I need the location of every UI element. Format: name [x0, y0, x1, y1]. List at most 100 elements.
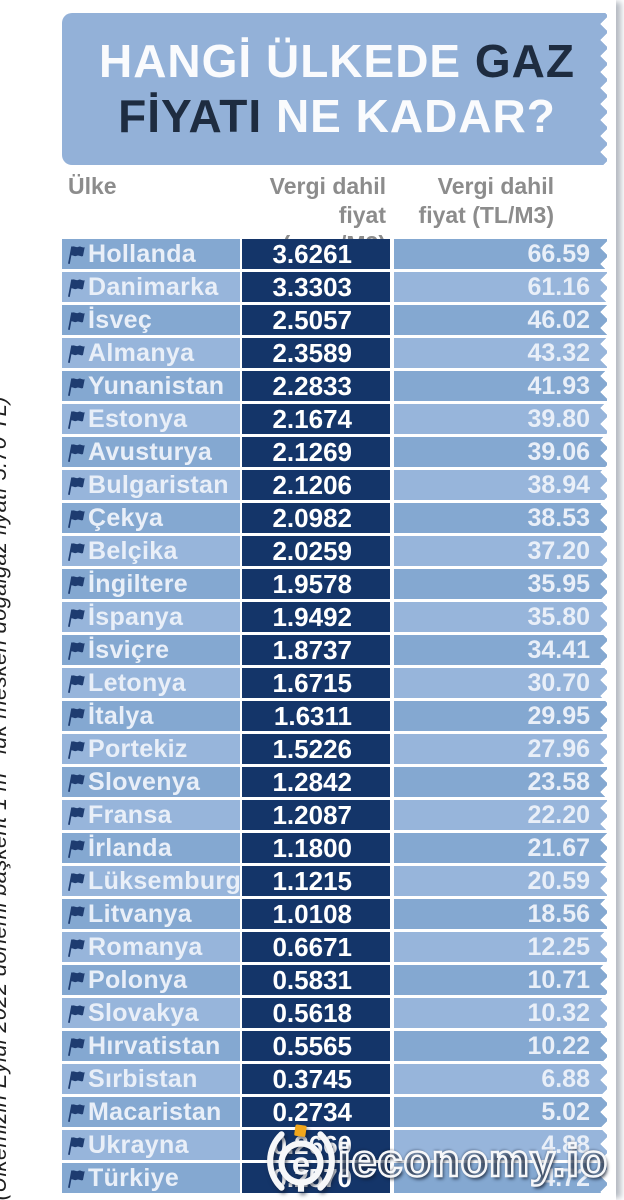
flag-icon	[68, 1136, 85, 1155]
country-cell: Lüksemburg	[62, 866, 240, 896]
flag-icon	[68, 1169, 85, 1188]
table-row: İsviçre 1.8737 34.41	[62, 635, 612, 665]
euro-price-cell: 2.0259	[242, 536, 390, 566]
flag-icon	[68, 608, 85, 627]
table-row: Belçika 2.0259 37.20	[62, 536, 612, 566]
euro-price-cell: 1.8737	[242, 635, 390, 665]
country-name: Ukrayna	[88, 1130, 189, 1159]
country-name: Romanya	[88, 932, 203, 961]
country-name: Türkiye	[88, 1163, 180, 1192]
country-name: İngiltere	[88, 569, 188, 598]
table-row: İspanya 1.9492 35.80	[62, 602, 612, 632]
euro-price-cell: 2.0982	[242, 503, 390, 533]
tl-price-cell: 22.20	[394, 800, 612, 830]
tl-price-cell: 30.70	[394, 668, 612, 698]
country-cell: Türkiye	[62, 1163, 240, 1193]
euro-price-cell: 1.1800	[242, 833, 390, 863]
table-row: Sırbistan 0.3745 6.88	[62, 1064, 612, 1094]
country-cell: Slovenya	[62, 767, 240, 797]
country-cell: Yunanistan	[62, 371, 240, 401]
tl-price-cell: 39.80	[394, 404, 612, 434]
tl-price-cell: 4.72	[394, 1163, 612, 1193]
country-cell: Çekya	[62, 503, 240, 533]
table-row: Yunanistan 2.2833 41.93	[62, 371, 612, 401]
side-note-text-tail: 'lük mesken doğalgaz fiyatı 5.70 TL)	[0, 395, 11, 759]
table-row: İrlanda 1.1800 21.67	[62, 833, 612, 863]
country-name: İsviçre	[88, 635, 170, 664]
country-cell: İsviçre	[62, 635, 240, 665]
country-cell: Litvanya	[62, 899, 240, 929]
country-cell: İspanya	[62, 602, 240, 632]
country-name: İspanya	[88, 602, 184, 631]
watermark: e ieconomy.io	[260, 1120, 624, 1200]
title-part-white-2: NE KADAR?	[275, 90, 556, 142]
flag-icon	[68, 410, 85, 429]
country-cell: Letonya	[62, 668, 240, 698]
table-row: Fransa 1.2087 22.20	[62, 800, 612, 830]
tl-price-cell: 21.67	[394, 833, 612, 863]
title-line-2: FİYATI NE KADAR?	[118, 89, 556, 144]
tl-price-cell: 41.93	[394, 371, 612, 401]
flag-icon	[68, 740, 85, 759]
euro-price-cell: 0.6671	[242, 932, 390, 962]
table-row: İngiltere 1.9578 35.95	[62, 569, 612, 599]
col-header-euro-price: Vergi dahil fiyat (euro/M3)	[240, 172, 390, 257]
country-cell: Fransa	[62, 800, 240, 830]
euro-price-cell: 0.2734	[242, 1097, 390, 1127]
euro-price-cell: 1.6311	[242, 701, 390, 731]
country-name: Avusturya	[88, 437, 213, 466]
tl-price-cell: 43.32	[394, 338, 612, 368]
side-note-superscript: 3	[0, 765, 1, 773]
country-cell: İrlanda	[62, 833, 240, 863]
flag-icon	[68, 1004, 85, 1023]
country-cell: Belçika	[62, 536, 240, 566]
country-cell: Romanya	[62, 932, 240, 962]
euro-price-cell: 2.1674	[242, 404, 390, 434]
euro-price-cell: 2.1206	[242, 470, 390, 500]
country-name: Belçika	[88, 536, 178, 565]
country-name: Letonya	[88, 668, 186, 697]
flag-icon	[68, 905, 85, 924]
euro-price-cell: 2.3589	[242, 338, 390, 368]
country-name: Macaristan	[88, 1097, 222, 1126]
country-name: Polonya	[88, 965, 188, 994]
flag-icon	[68, 278, 85, 297]
flag-icon	[68, 443, 85, 462]
euro-price-cell: 2.2833	[242, 371, 390, 401]
country-cell: Hollanda	[62, 239, 240, 269]
flag-icon	[68, 311, 85, 330]
table-row: Ukrayna 0.2660 4.88	[62, 1130, 612, 1160]
country-name: Çekya	[88, 503, 164, 532]
tl-price-cell: 38.94	[394, 470, 612, 500]
country-cell: İtalya	[62, 701, 240, 731]
tl-price-cell: 12.25	[394, 932, 612, 962]
table-panel: HANGİ ÜLKEDE GAZ FİYATI NE KADAR? Ülke V…	[62, 0, 612, 1193]
svg-text:e: e	[292, 1144, 310, 1181]
table-row: İtalya 1.6311 29.95	[62, 701, 612, 731]
flag-icon	[68, 872, 85, 891]
country-name: İtalya	[88, 701, 154, 730]
country-name: İrlanda	[88, 833, 173, 862]
table-row: İsveç 2.5057 46.02	[62, 305, 612, 335]
euro-price-cell: 1.6715	[242, 668, 390, 698]
table-row: Almanya 2.3589 43.32	[62, 338, 612, 368]
country-name: Hollanda	[88, 239, 196, 268]
euro-price-cell: 1.1215	[242, 866, 390, 896]
flag-icon	[68, 674, 85, 693]
tl-price-cell: 23.58	[394, 767, 612, 797]
tl-price-cell: 6.88	[394, 1064, 612, 1094]
country-cell: Estonya	[62, 404, 240, 434]
flag-icon	[68, 575, 85, 594]
euro-price-cell: 1.5226	[242, 734, 390, 764]
ieconomy-logo-icon: e	[267, 1124, 335, 1192]
table-row: Slovakya 0.5618 10.32	[62, 998, 612, 1028]
country-name: Slovakya	[88, 998, 199, 1027]
euro-price-cell: 3.3303	[242, 272, 390, 302]
table-row: Hollanda 3.6261 66.59	[62, 239, 612, 269]
country-name: Bulgaristan	[88, 470, 229, 499]
country-name: Estonya	[88, 404, 188, 433]
flag-icon	[68, 839, 85, 858]
flag-icon	[68, 542, 85, 561]
country-cell: Macaristan	[62, 1097, 240, 1127]
tl-price-cell: 34.41	[394, 635, 612, 665]
